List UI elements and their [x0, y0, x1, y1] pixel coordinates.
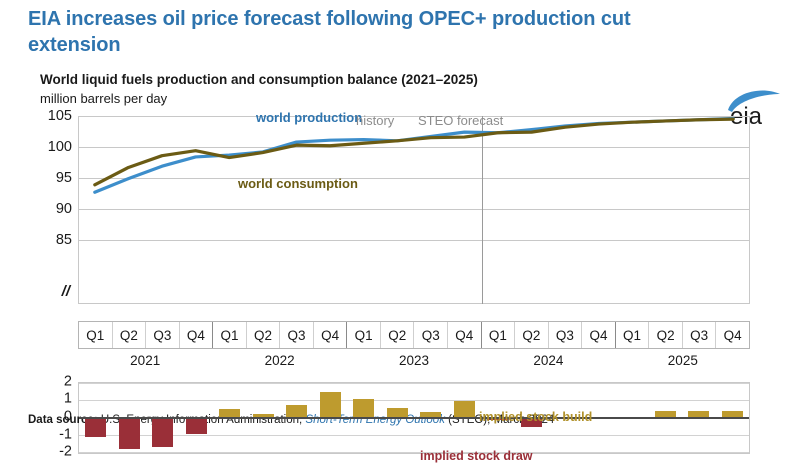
quarter-cell: Q3	[549, 322, 583, 348]
gridline-100	[78, 147, 750, 148]
line-chart-y-axis: 105 100 95 90 85 //	[20, 109, 72, 304]
line-chart-series-svg	[93, 116, 735, 194]
quarter-cell: Q3	[683, 322, 717, 348]
quarter-cell: Q4	[723, 327, 742, 343]
quarter-cell: Q1	[79, 322, 113, 348]
bar-2023-Q4	[453, 401, 475, 417]
bar-2021-Q2	[118, 417, 140, 450]
quarter-cell: Q2	[649, 322, 683, 348]
bar-y-tick-neg1: -1	[59, 426, 72, 443]
bar-2022-Q3	[286, 404, 308, 417]
bar-2023-Q1	[353, 398, 375, 417]
chart-units-label: million barrels per day	[40, 91, 168, 106]
quarter-cell: Q3	[414, 322, 449, 348]
gridline-95	[78, 178, 750, 179]
bar-gridline-neg1	[79, 435, 749, 436]
gridline-85	[78, 240, 750, 241]
chart-title: World liquid fuels production and consum…	[40, 72, 478, 87]
quarter-cell: Q4	[448, 322, 482, 348]
line-chart-plot-area: world production world consumption	[78, 110, 750, 304]
eia-logo: eia	[722, 84, 784, 128]
quarter-axis-table: Q1 Q2 Q3 Q4 Q1 Q2 Q3 Q4 Q1 Q2 Q3 Q4 Q1 Q…	[78, 321, 750, 349]
bar-y-tick-0: 0	[63, 408, 72, 425]
bar-2025-Q3	[688, 410, 710, 417]
line-series-world-consumption	[93, 117, 735, 187]
series-label-production: world production	[256, 110, 363, 125]
history-label: history	[356, 113, 395, 128]
year-axis-row: 2021 2022 2023 2024 2025	[78, 350, 750, 370]
bar-2022-Q2	[252, 414, 274, 417]
forecast-label: STEO forecast	[418, 113, 504, 128]
chart-page: EIA increases oil price forecast followi…	[0, 8, 800, 463]
quarter-cell: Q1	[616, 322, 650, 348]
bar-gridline-1	[79, 400, 749, 401]
gridline-105	[78, 116, 750, 117]
bar-zero-axis	[79, 417, 749, 419]
quarter-cell: Q4	[314, 322, 348, 348]
bar-y-tick-neg2: -2	[59, 443, 72, 460]
y-tick-105: 105	[47, 108, 72, 124]
quarter-cell: Q4	[180, 322, 214, 348]
y-tick-100: 100	[47, 139, 72, 155]
quarter-cell: Q1	[213, 322, 247, 348]
annotation-stock-build: implied stock build	[479, 410, 593, 424]
annotation-stock-draw: implied stock draw	[420, 449, 533, 463]
series-label-consumption: world consumption	[238, 176, 358, 191]
year-label: 2021	[130, 352, 161, 368]
quarter-cell: Q4	[582, 322, 616, 348]
bar-gridline-neg2	[79, 452, 749, 453]
bar-2023-Q3	[420, 411, 442, 417]
bar-y-tick-1: 1	[63, 390, 72, 407]
year-label: 2022	[264, 352, 295, 368]
eia-logo-graphic: eia	[728, 90, 780, 128]
chart-card: World liquid fuels production and consum…	[0, 66, 800, 463]
bar-gridline-2	[79, 383, 749, 384]
bar-2021-Q1	[85, 417, 107, 437]
history-forecast-divider	[482, 116, 483, 304]
bar-2024-Q2	[520, 417, 542, 427]
bar-2021-Q4	[185, 417, 207, 435]
quarter-cell: Q2	[515, 322, 549, 348]
year-label: 2025	[667, 352, 698, 368]
year-label: 2024	[533, 352, 564, 368]
y-tick-95: 95	[55, 170, 72, 186]
bar-chart-plot-area: implied stock build	[78, 382, 750, 454]
quarter-cell: Q2	[247, 322, 281, 348]
year-label: 2023	[398, 352, 430, 368]
bar-2022-Q1	[219, 409, 241, 417]
quarter-cell: Q1	[347, 322, 381, 348]
bar-2025-Q4	[721, 410, 743, 417]
line-series-world-production	[93, 116, 735, 194]
y-tick-85: 85	[55, 232, 72, 248]
quarter-cell: Q2	[113, 322, 147, 348]
y-axis-break-icon: //	[61, 283, 70, 300]
bar-2022-Q4	[319, 391, 341, 417]
bar-2025-Q2	[654, 410, 676, 417]
gridline-90	[78, 209, 750, 210]
quarter-cell: Q3	[146, 322, 180, 348]
quarter-cell: Q3	[280, 322, 314, 348]
y-tick-90: 90	[55, 201, 72, 217]
svg-text:eia: eia	[730, 103, 763, 128]
bar-2023-Q2	[386, 408, 408, 417]
bar-2021-Q3	[152, 417, 174, 447]
bar-y-tick-2: 2	[63, 373, 72, 390]
page-headline: EIA increases oil price forecast followi…	[28, 8, 631, 56]
quarter-cell: Q2	[381, 322, 415, 348]
quarter-cell: Q1	[482, 322, 516, 348]
